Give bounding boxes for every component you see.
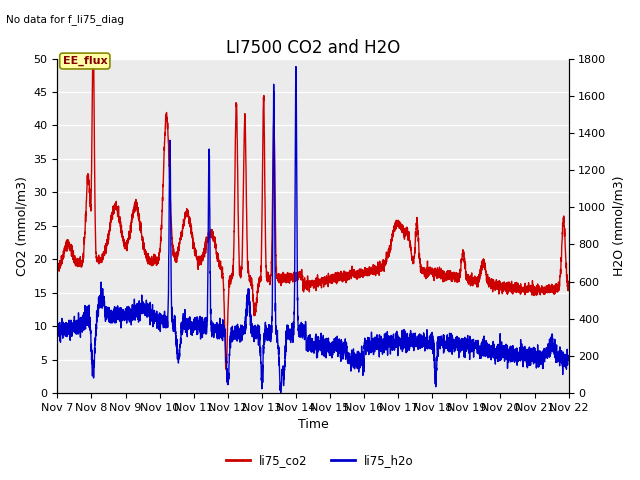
li75_co2 xyxy=(222,367,230,372)
Text: No data for f_li75_diag: No data for f_li75_diag xyxy=(6,14,124,25)
li75_h2o xyxy=(277,390,285,396)
li75_h2o xyxy=(524,360,532,365)
li75_co2 xyxy=(269,209,276,215)
li75_co2 xyxy=(425,272,433,277)
li75_co2 xyxy=(524,287,532,292)
li75_h2o xyxy=(564,355,572,360)
li75_h2o xyxy=(292,64,300,70)
li75_h2o xyxy=(425,338,433,344)
Y-axis label: H2O (mmol/m3): H2O (mmol/m3) xyxy=(612,176,625,276)
li75_h2o xyxy=(549,343,557,349)
Text: EE_flux: EE_flux xyxy=(63,56,107,66)
Line: li75_h2o: li75_h2o xyxy=(58,67,568,393)
li75_h2o xyxy=(54,329,61,335)
X-axis label: Time: Time xyxy=(298,419,328,432)
li75_co2 xyxy=(273,270,280,276)
li75_co2 xyxy=(54,264,61,270)
li75_co2 xyxy=(297,270,305,276)
li75_h2o xyxy=(273,332,280,337)
li75_h2o xyxy=(297,333,305,338)
li75_co2 xyxy=(89,56,97,61)
li75_h2o xyxy=(268,312,276,317)
Line: li75_co2: li75_co2 xyxy=(58,59,568,370)
Legend: li75_co2, li75_h2o: li75_co2, li75_h2o xyxy=(221,449,419,472)
Y-axis label: CO2 (mmol/m3): CO2 (mmol/m3) xyxy=(15,176,28,276)
li75_co2 xyxy=(549,290,557,296)
li75_co2 xyxy=(564,282,572,288)
Title: LI7500 CO2 and H2O: LI7500 CO2 and H2O xyxy=(226,39,400,57)
